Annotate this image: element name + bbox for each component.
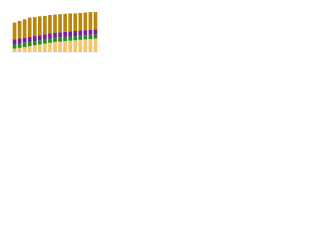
- bar-segment: [78, 30, 83, 36]
- bar-segment: [43, 43, 47, 52]
- bar-segment: [48, 38, 52, 43]
- bar-segment: [12, 39, 17, 45]
- bar-segment: [27, 36, 32, 42]
- bar-segment: [58, 14, 62, 33]
- bar-segment: [83, 30, 88, 36]
- bar-segment: [32, 41, 37, 46]
- bar-segment: [68, 36, 72, 41]
- bar-segment: [27, 41, 32, 47]
- bar-segment: [63, 36, 67, 42]
- bar-segment: [78, 35, 83, 40]
- bar-segment: [93, 12, 98, 30]
- bar-segment: [53, 41, 57, 52]
- bar-segment: [63, 31, 67, 37]
- bar-segment: [17, 43, 22, 48]
- bar-segment: [93, 34, 98, 39]
- bar-segment: [93, 29, 98, 35]
- bar-segment: [22, 42, 27, 47]
- bar-segment: [53, 14, 57, 33]
- bar-segment: [83, 12, 88, 31]
- bar-segment: [17, 47, 22, 52]
- bar-segment: [22, 19, 27, 38]
- bar-segment: [12, 48, 17, 52]
- bar-segment: [27, 17, 32, 37]
- bar-segment: [27, 46, 32, 52]
- bar-segment: [38, 35, 42, 41]
- bar-segment: [58, 32, 62, 38]
- bar-segment: [22, 46, 27, 52]
- bar-segment: [12, 22, 17, 40]
- bar-segment: [38, 16, 42, 36]
- bar-segment: [58, 37, 62, 42]
- bar-segment: [93, 38, 98, 52]
- bar-segment: [12, 44, 17, 49]
- bar-segment: [58, 41, 62, 52]
- bar-segment: [73, 40, 78, 52]
- bar-segment: [22, 37, 27, 43]
- bar-segment: [88, 29, 93, 35]
- bar-segment: [38, 40, 42, 45]
- bar-segment: [53, 37, 57, 42]
- bar-segment: [38, 44, 42, 52]
- bar-segment: [32, 45, 37, 52]
- bar-segment: [32, 36, 37, 42]
- bar-segment: [88, 34, 93, 39]
- bar-segment: [32, 17, 37, 37]
- bar-segment: [83, 35, 88, 40]
- bar-segment: [43, 15, 47, 35]
- bar-segment: [83, 39, 88, 52]
- chart: [11, 12, 98, 53]
- bar-segment: [68, 40, 72, 52]
- bar-segment: [68, 31, 72, 37]
- bar-segment: [48, 15, 52, 34]
- bar-segment: [73, 13, 78, 31]
- bar-segment: [17, 20, 22, 39]
- bar-segment: [68, 13, 72, 32]
- bar-segment: [17, 38, 22, 44]
- bar-segment: [43, 34, 47, 40]
- bar-segment: [73, 31, 78, 37]
- bar-segment: [48, 42, 52, 52]
- bar-segment: [88, 38, 93, 52]
- bar-segment: [48, 33, 52, 39]
- bar-segment: [63, 13, 67, 32]
- bar-segment: [78, 39, 83, 52]
- bar-segment: [53, 32, 57, 38]
- bar-segment: [78, 12, 83, 31]
- bar-segment: [73, 36, 78, 41]
- bar-segment: [43, 39, 47, 44]
- bar-segment: [63, 41, 67, 52]
- bar-segment: [88, 12, 93, 30]
